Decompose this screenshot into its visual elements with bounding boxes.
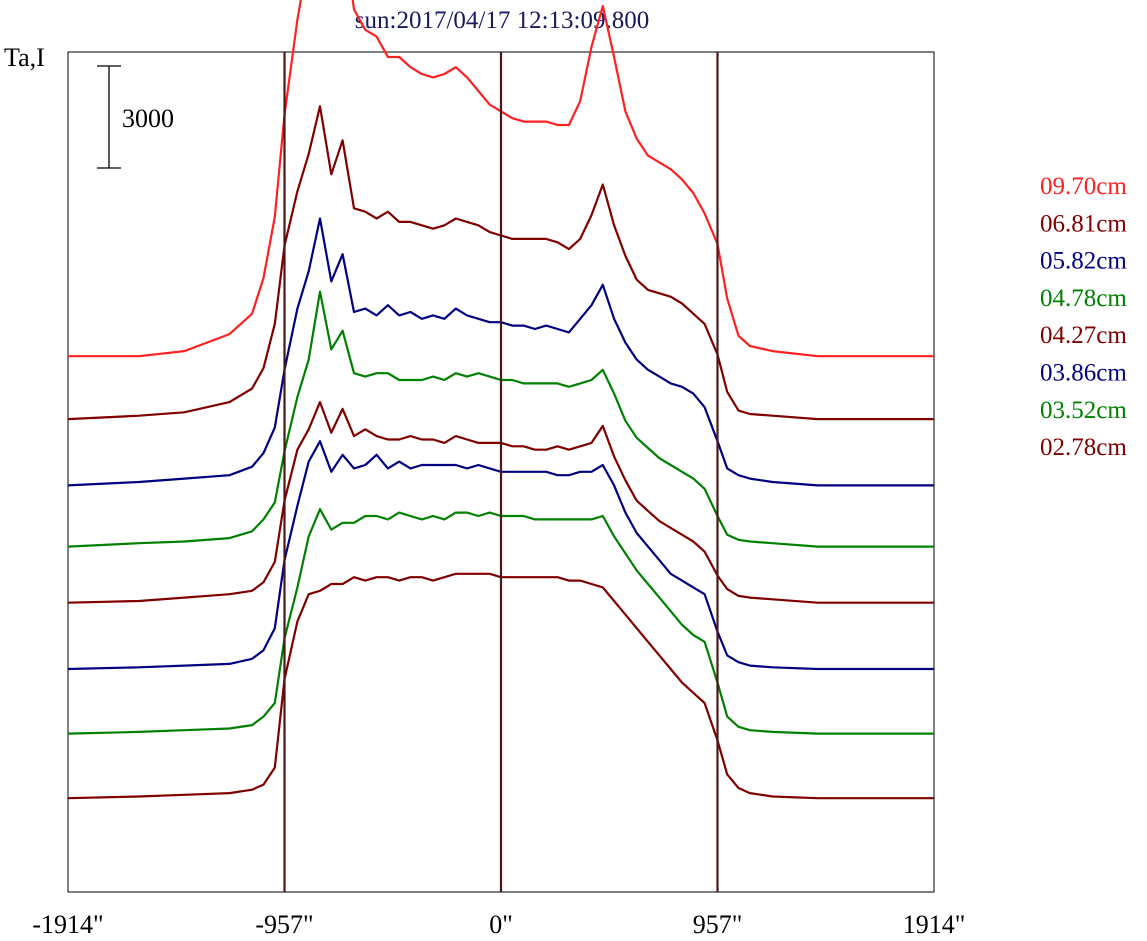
legend-item-1: 06.81cm — [1040, 210, 1127, 237]
legend: 09.70cm 06.81cm 05.82cm 04.78cm 04.27cm 03.86… — [1040, 173, 1127, 461]
x-tick-label-4: 1914" — [903, 910, 966, 939]
x-tick-labels: -1914" -957" 0" 957" 1914" — [32, 910, 965, 939]
legend-item-0: 09.70cm — [1040, 173, 1127, 200]
scale-bar-label: 3000 — [122, 104, 174, 133]
x-tick-label-3: 957" — [693, 910, 743, 939]
legend-item-7: 02.78cm — [1040, 434, 1127, 461]
x-tick-label-2: 0" — [489, 910, 513, 939]
legend-item-4: 04.27cm — [1040, 322, 1127, 349]
legend-item-5: 03.86cm — [1040, 360, 1127, 387]
vertical-marker-layer — [283, 52, 719, 892]
x-tick-label-1: -957" — [255, 910, 313, 939]
legend-item-3: 04.78cm — [1040, 285, 1127, 312]
legend-item-2: 05.82cm — [1040, 248, 1127, 275]
x-tick-label-0: -1914" — [32, 910, 103, 939]
y-axis-label: Ta,I — [4, 43, 45, 72]
scale-bar: 3000 — [97, 65, 174, 169]
legend-item-6: 03.52cm — [1040, 397, 1127, 424]
